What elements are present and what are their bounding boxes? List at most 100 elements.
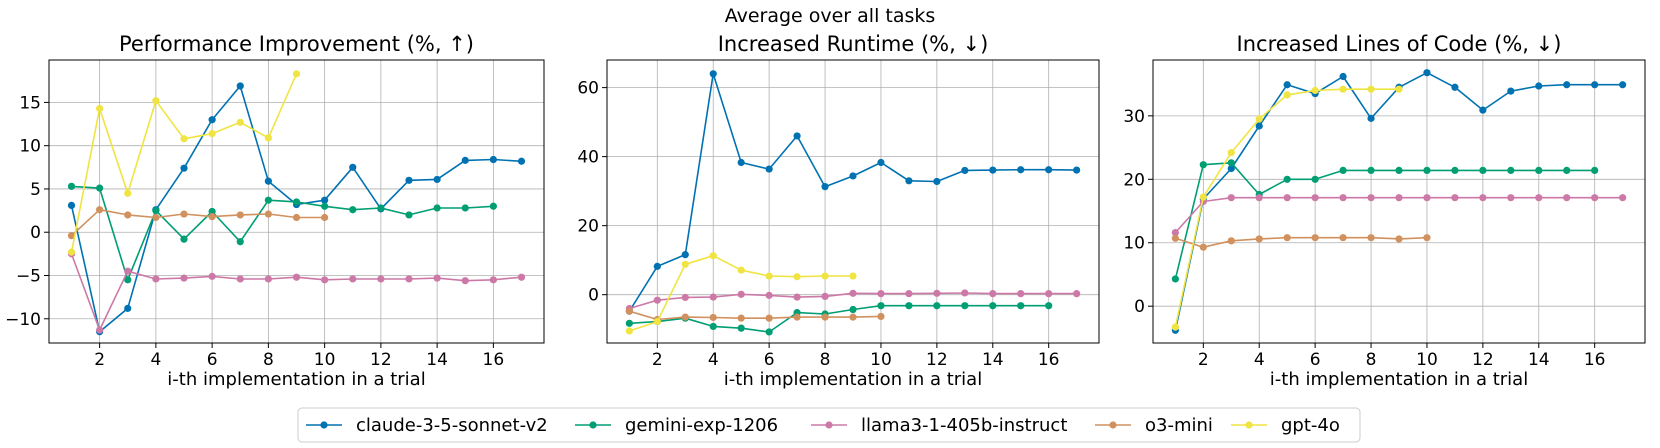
data-point <box>849 172 857 180</box>
data-point <box>264 177 272 185</box>
data-point <box>1451 83 1459 91</box>
data-point <box>1563 81 1571 89</box>
data-point <box>349 163 357 171</box>
data-point <box>292 70 301 78</box>
data-point <box>961 289 969 297</box>
data-point <box>96 104 104 113</box>
data-point <box>821 183 829 191</box>
data-point <box>1423 166 1431 175</box>
data-point <box>67 182 76 190</box>
data-point <box>793 313 801 321</box>
data-point <box>489 276 497 284</box>
data-point <box>208 207 216 216</box>
data-point <box>1451 194 1459 202</box>
data-point <box>849 272 857 280</box>
data-point <box>1591 194 1599 202</box>
data-point <box>236 275 244 283</box>
series-o3-mini <box>625 307 885 324</box>
data-point <box>821 292 829 301</box>
series-gemini-exp-1206 <box>67 182 497 284</box>
data-point <box>1199 243 1207 251</box>
x-tick-label: 8 <box>263 350 274 370</box>
data-point <box>989 302 997 310</box>
data-point <box>737 290 745 298</box>
data-point <box>1507 87 1515 95</box>
series-claude-3-5-sonnet-v2 <box>625 70 1081 315</box>
data-point <box>405 211 413 219</box>
data-point <box>1255 194 1263 202</box>
data-point <box>208 129 216 138</box>
chart-panel-1: 2 4 6 8 10 12 14 16 −10 −5 0 5 10 15 Performance Impro… <box>5 32 545 390</box>
data-point <box>1227 164 1235 173</box>
data-point <box>1535 166 1543 175</box>
data-point <box>180 135 188 143</box>
series-line-o3-mini <box>70 208 325 237</box>
legend-label: gemini-exp-1206 <box>625 415 778 436</box>
data-point <box>1017 302 1025 310</box>
y-tick-label: −10 <box>5 310 41 330</box>
data-point <box>236 211 244 219</box>
series-llama3-1-405b-instruct <box>67 250 526 334</box>
data-point <box>849 289 857 297</box>
data-point <box>1395 235 1403 243</box>
y-tick-label: 30 <box>1123 107 1145 127</box>
data-point <box>1339 72 1347 81</box>
data-point <box>933 289 941 297</box>
data-point <box>264 134 272 142</box>
data-point <box>461 156 469 164</box>
data-point <box>933 302 941 310</box>
data-point <box>1311 234 1319 242</box>
data-point <box>208 272 216 280</box>
data-point <box>1227 149 1235 157</box>
legend-label: o3-mini <box>1145 415 1213 436</box>
series-line-gemini-exp-1206 <box>71 185 494 281</box>
data-point <box>236 82 244 90</box>
y-tick-label: −5 <box>16 266 41 286</box>
data-point <box>1227 194 1235 202</box>
legend-marker <box>1109 421 1117 429</box>
legend-item-gpt-4o: gpt-4o <box>1231 415 1340 436</box>
data-point <box>1535 82 1543 90</box>
data-point <box>67 232 76 240</box>
data-point <box>321 196 329 204</box>
series-gpt-4o <box>625 252 857 335</box>
x-axis-label: i-th implementation in a trial <box>1270 369 1528 390</box>
series-llama3-1-405b-instruct <box>625 289 1081 313</box>
data-point <box>405 176 413 184</box>
series-gpt-4o <box>1171 85 1403 331</box>
data-point <box>1563 166 1571 175</box>
data-point <box>321 213 329 222</box>
data-point <box>517 157 526 165</box>
data-point <box>625 307 633 315</box>
data-point <box>1283 234 1291 242</box>
data-point <box>737 158 745 167</box>
data-point <box>681 293 689 302</box>
data-point <box>1255 115 1263 123</box>
data-point <box>152 275 160 283</box>
data-point <box>517 273 526 281</box>
data-point <box>765 165 773 173</box>
data-point <box>709 322 717 331</box>
data-point <box>793 273 801 281</box>
data-point <box>208 213 216 221</box>
data-point <box>1283 194 1291 202</box>
legend-marker <box>1245 421 1253 429</box>
data-point <box>96 326 104 334</box>
data-point <box>877 290 885 298</box>
data-point <box>653 296 661 304</box>
legend-item-o3-mini: o3-mini <box>1095 415 1213 436</box>
data-point <box>236 118 244 126</box>
data-point <box>1199 193 1207 201</box>
data-point <box>1045 290 1053 298</box>
data-point <box>737 266 745 274</box>
data-point <box>1339 194 1347 202</box>
data-point <box>1255 235 1263 243</box>
y-tick-label: 10 <box>19 137 41 157</box>
data-point <box>349 275 357 283</box>
data-point <box>681 313 689 321</box>
data-point <box>625 319 633 327</box>
x-tick-label: 10 <box>314 350 336 370</box>
data-point <box>1283 91 1291 99</box>
data-point <box>793 132 801 140</box>
data-point <box>377 204 385 212</box>
